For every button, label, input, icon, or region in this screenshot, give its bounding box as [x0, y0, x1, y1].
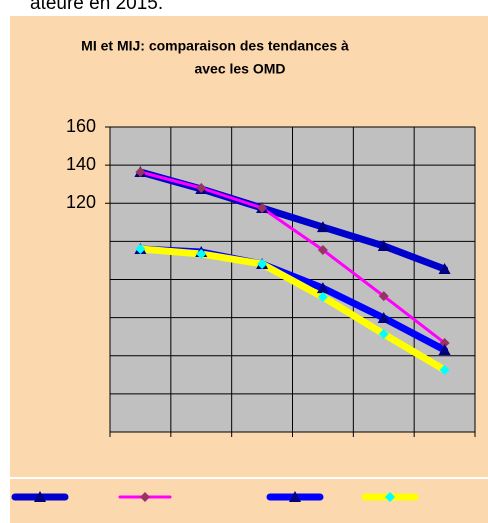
- data-point: [377, 239, 390, 251]
- y-tick-label: 120: [66, 192, 96, 212]
- legend-marker-shape: [289, 491, 301, 502]
- chart-title: MI et MIJ: comparaison des tendances à: [81, 38, 349, 54]
- data-point: [439, 337, 450, 348]
- data-point: [196, 183, 207, 193]
- data-point: [135, 244, 146, 254]
- series-line: [138, 170, 447, 345]
- data-point: [257, 259, 268, 270]
- data-point: [316, 282, 329, 294]
- data-point: [257, 203, 268, 214]
- legend-marker-shape: [140, 492, 150, 502]
- data-point: [317, 292, 328, 303]
- data-point: [378, 329, 389, 340]
- legend-marker: [140, 492, 150, 502]
- data-point: [378, 291, 389, 302]
- legend-marker: [289, 491, 301, 502]
- data-point: [316, 221, 329, 233]
- legend-marker-shape: [385, 492, 395, 502]
- y-tick-label: 140: [66, 154, 96, 174]
- data-point: [196, 248, 207, 259]
- legend-marker-shape: [34, 491, 46, 502]
- chart-subtitle: avec les OMD: [194, 61, 285, 77]
- legend-marker: [385, 492, 395, 502]
- legend-marker: [34, 491, 46, 502]
- y-tick-label: 160: [66, 116, 96, 136]
- data-point: [438, 344, 451, 356]
- data-point: [135, 166, 146, 177]
- data-point: [439, 365, 450, 376]
- data-point: [377, 312, 390, 324]
- series-line: [136, 245, 449, 374]
- data-point: [317, 244, 328, 255]
- caption: ateure en 2015.: [30, 0, 163, 14]
- data-point: [438, 263, 451, 275]
